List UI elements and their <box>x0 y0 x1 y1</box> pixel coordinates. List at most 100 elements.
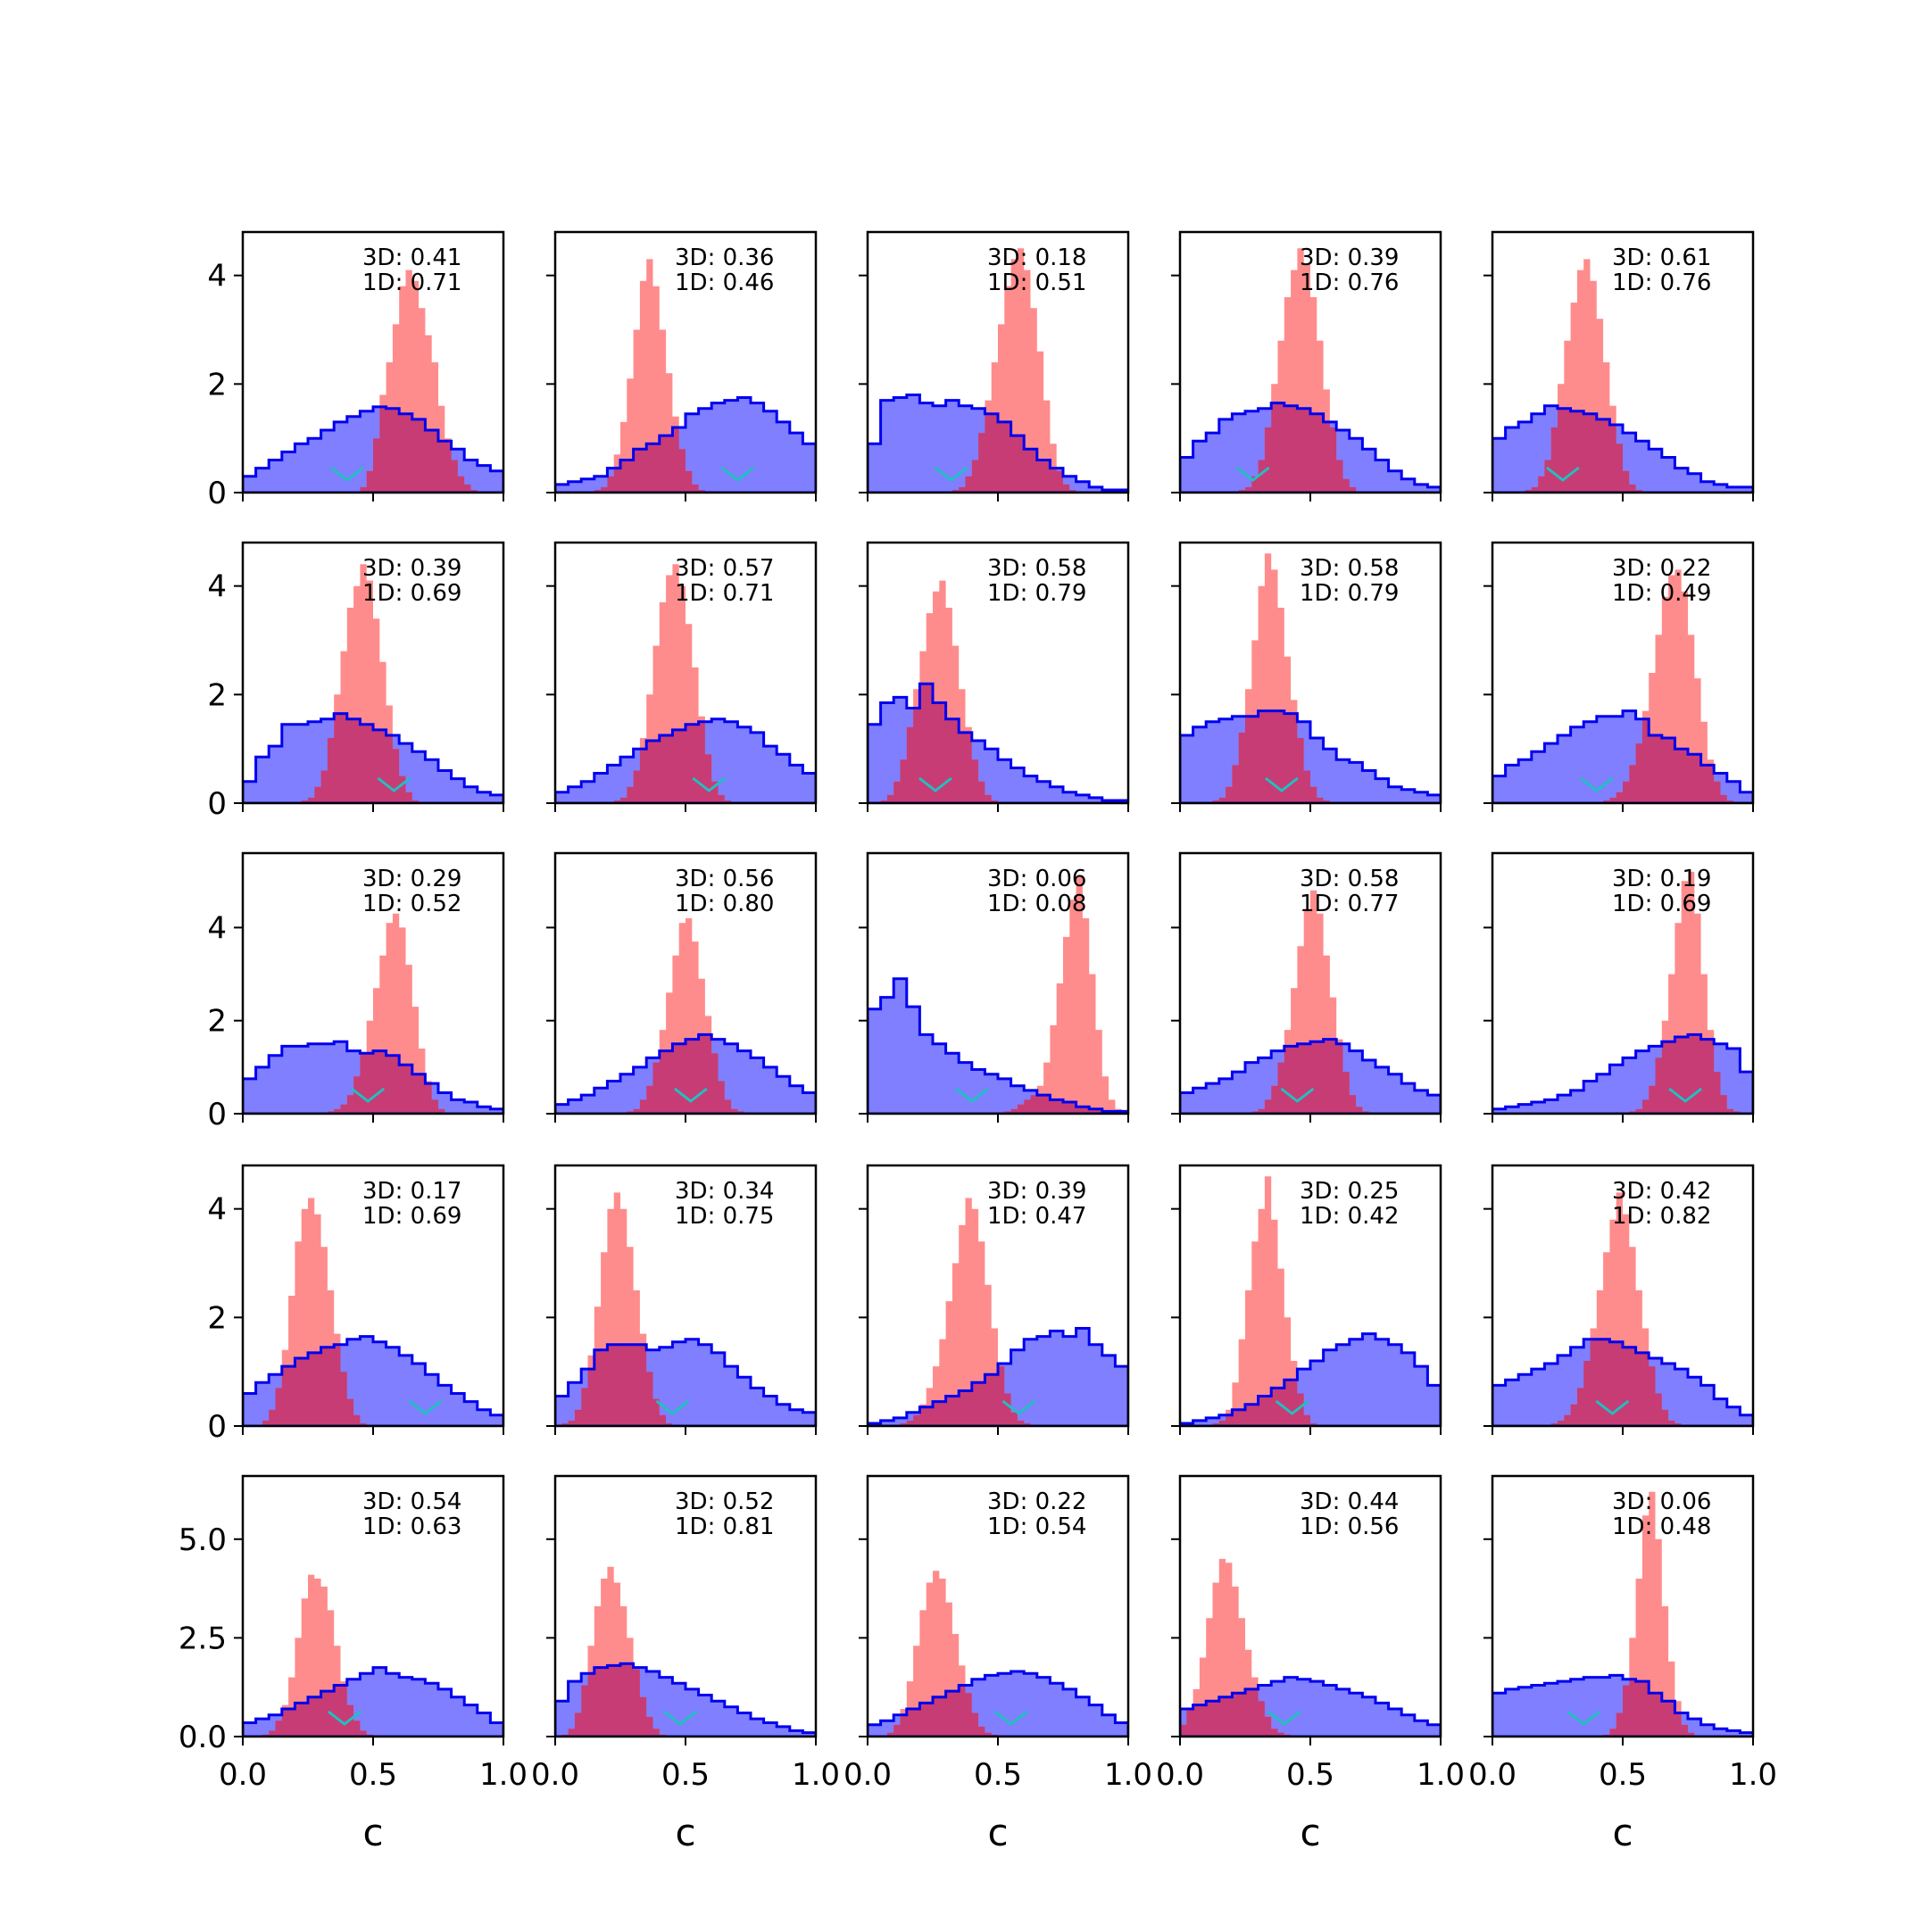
marker-chevron <box>1668 1087 1703 1103</box>
red-histogram-fill <box>893 1198 1051 1426</box>
y-tick-label: 2.5 <box>179 1621 227 1656</box>
plot-area <box>868 580 1128 803</box>
marker-chevron <box>692 776 727 792</box>
y-tick-label: 4 <box>207 910 227 946</box>
x-tick-label: 1.0 <box>1729 1757 1777 1793</box>
blue-histogram-outline <box>1180 402 1441 493</box>
blue-histogram-outline <box>555 717 816 803</box>
x-tick-label: 0.0 <box>1156 1757 1204 1793</box>
marker-chevron <box>1267 1710 1301 1726</box>
marker-chevron <box>720 466 755 482</box>
plot-area <box>868 876 1128 1114</box>
marker-chevron <box>673 1087 708 1103</box>
y-tick-label: 0 <box>207 1409 227 1445</box>
blue-histogram-outline <box>555 396 816 493</box>
annotation-text: 1D: 0.79 <box>987 580 1086 607</box>
y-tick-label: 2 <box>207 1300 227 1336</box>
overlap-fill <box>945 394 1102 493</box>
y-tick-label: 0 <box>207 476 227 511</box>
annotation-text: 3D: 0.58 <box>1300 555 1399 582</box>
plot-area <box>1492 259 1753 493</box>
annotation-text: 1D: 0.79 <box>1300 580 1399 607</box>
annotation-text: 3D: 0.06 <box>1612 1488 1711 1515</box>
overlap-fill <box>1544 1339 1701 1426</box>
annotation-text: 3D: 0.57 <box>675 555 774 582</box>
overlap-fill <box>1206 710 1337 803</box>
overlap-fill <box>255 1336 373 1426</box>
x-tick-label: 0.5 <box>1286 1757 1334 1793</box>
x-tick-label: 0.0 <box>531 1757 579 1793</box>
annotation-text: 1D: 0.42 <box>1300 1203 1399 1230</box>
marker-chevron <box>329 466 364 482</box>
red-histogram-fill <box>308 269 503 493</box>
plot-area <box>1492 1491 1753 1737</box>
blue-histogram-outline <box>1492 709 1753 803</box>
overlap-fill <box>1596 710 1753 803</box>
marker-chevron <box>408 1399 443 1415</box>
plot-area <box>555 1192 816 1426</box>
annotation-text: 1D: 0.08 <box>987 891 1086 917</box>
x-axis-label: c <box>1300 1811 1320 1854</box>
annotation-text: 1D: 0.47 <box>987 1203 1086 1230</box>
plot-area <box>1180 553 1441 803</box>
annotation-text: 1D: 0.46 <box>675 269 774 296</box>
red-histogram-fill <box>320 913 452 1114</box>
blue-histogram-outline <box>868 977 1128 1114</box>
blue-histogram-outline <box>1180 1038 1441 1114</box>
x-tick-label: 1.0 <box>1417 1757 1465 1793</box>
marker-chevron <box>993 1710 1028 1726</box>
overlap-fill <box>581 397 712 493</box>
blue-histogram-fill <box>868 978 1128 1114</box>
x-axis-label: c <box>675 1811 695 1854</box>
annotation-text: 3D: 0.17 <box>362 1178 461 1205</box>
marker-chevron <box>1545 466 1580 482</box>
blue-histogram-outline <box>1180 1332 1441 1426</box>
blue-histogram-outline <box>1180 709 1441 803</box>
x-tick-label: 0.0 <box>219 1757 267 1793</box>
annotation-text: 3D: 0.54 <box>362 1488 461 1515</box>
annotation-text: 3D: 0.18 <box>987 245 1086 271</box>
x-axis-label: c <box>1612 1811 1633 1854</box>
annotation-text: 3D: 0.19 <box>1612 866 1711 892</box>
x-tick-label: 0.5 <box>349 1757 397 1793</box>
x-tick-label: 1.0 <box>792 1757 840 1793</box>
overlap-fill <box>620 1034 751 1114</box>
marker-chevron <box>1001 1399 1036 1415</box>
red-histogram-fill <box>1206 1176 1324 1426</box>
marker-chevron <box>655 1399 690 1415</box>
blue-histogram-outline <box>1492 404 1753 493</box>
plot-area <box>555 918 816 1114</box>
y-tick-label: 0 <box>207 1097 227 1132</box>
x-tick-label: 0.0 <box>1468 1757 1517 1793</box>
y-tick-label: 4 <box>207 569 227 605</box>
y-tick-label: 5.0 <box>179 1522 227 1558</box>
marker-chevron <box>918 776 952 792</box>
red-histogram-fill <box>880 1571 1011 1737</box>
overlap-fill <box>1518 405 1650 493</box>
annotation-text: 1D: 0.69 <box>362 1203 461 1230</box>
x-tick-label: 1.0 <box>1104 1757 1152 1793</box>
annotation-text: 3D: 0.44 <box>1300 1488 1399 1515</box>
annotation-text: 1D: 0.69 <box>1612 891 1711 917</box>
marker-chevron <box>954 1087 989 1103</box>
blue-histogram-outline <box>1492 1032 1753 1114</box>
blue-histogram-fill <box>1180 1333 1441 1426</box>
annotation-text: 3D: 0.25 <box>1300 1178 1399 1205</box>
annotation-text: 1D: 0.52 <box>362 891 461 917</box>
annotation-text: 3D: 0.34 <box>675 1178 774 1205</box>
annotation-text: 1D: 0.77 <box>1300 891 1399 917</box>
